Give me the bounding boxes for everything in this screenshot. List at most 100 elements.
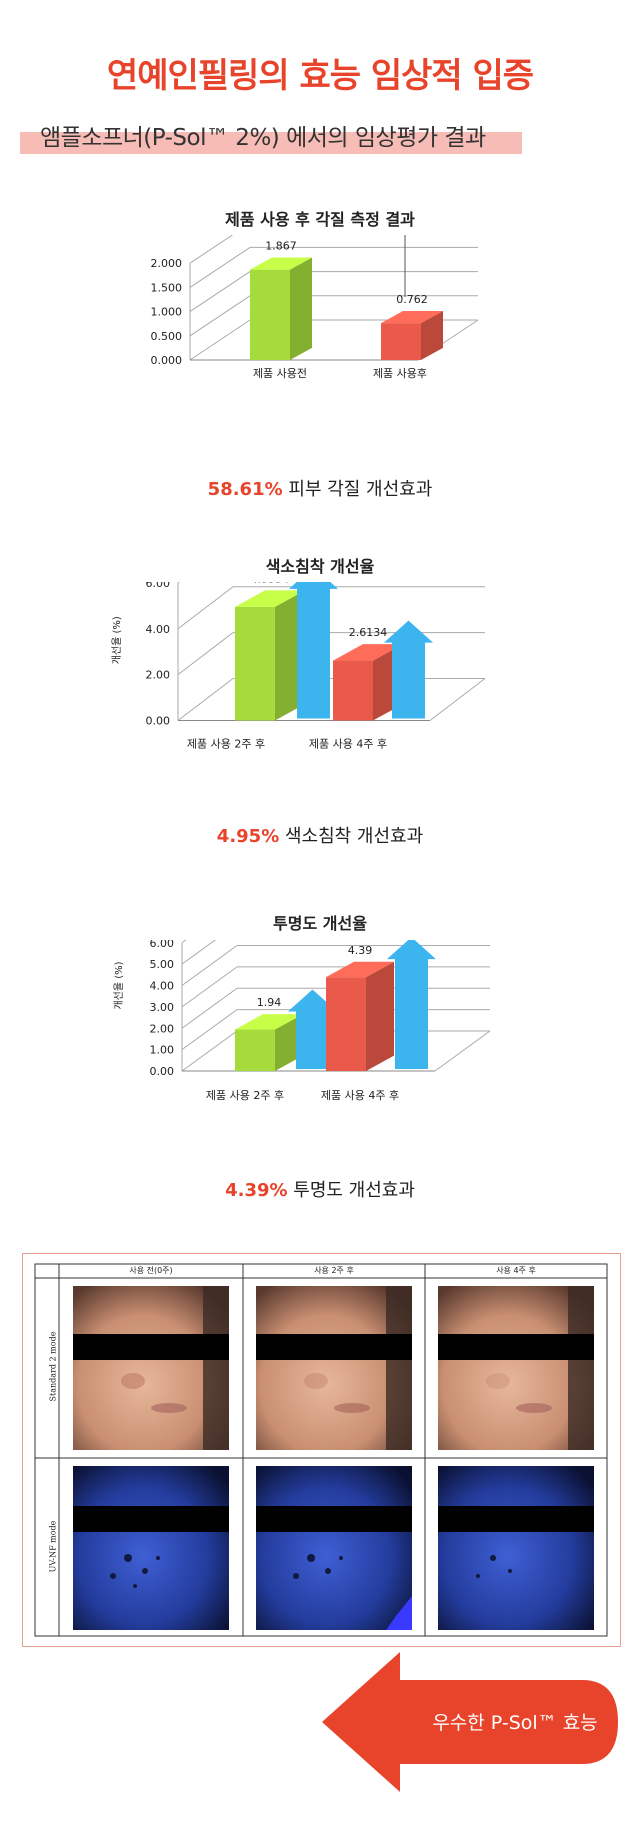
subtitle-highlight bbox=[20, 132, 522, 154]
grid-diag bbox=[177, 582, 181, 584]
grid-diag bbox=[177, 678, 234, 721]
grid-diag bbox=[181, 940, 217, 965]
y-tick-label: 6.00 bbox=[150, 940, 175, 950]
improvement-arrow bbox=[289, 582, 338, 719]
grid-diag bbox=[189, 271, 251, 313]
y-tick-label: 0.00 bbox=[146, 715, 171, 728]
grid-diag bbox=[181, 945, 238, 986]
chart1-effect: 58.61% 피부 각질 개선효과 bbox=[0, 475, 640, 501]
floor-side bbox=[434, 1030, 491, 1072]
grid-diag bbox=[189, 235, 234, 264]
bar-value-label: 1.867 bbox=[265, 240, 297, 253]
bar-2 bbox=[381, 311, 443, 360]
floor-side bbox=[429, 678, 486, 721]
bar-front bbox=[381, 323, 421, 360]
photo-standard-week2 bbox=[256, 1286, 412, 1450]
row-label-standard: Standard 2 mode bbox=[48, 1331, 58, 1402]
grid-diag bbox=[189, 319, 251, 361]
chart1-effect-percent: 58.61% bbox=[207, 479, 283, 500]
left-arrow-icon bbox=[322, 1652, 618, 1792]
chart2-effect-percent: 4.95% bbox=[216, 826, 280, 847]
bar-value-label: 4.39 bbox=[348, 944, 373, 957]
bar-front bbox=[326, 977, 366, 1071]
y-tick-label: 1.000 bbox=[151, 306, 183, 319]
row-label-uv: UV-NF mode bbox=[48, 1520, 58, 1573]
chart2-effect: 4.95% 색소침착 개선효과 bbox=[0, 822, 640, 848]
bar-side bbox=[366, 961, 394, 1071]
y-tick-label: 2.00 bbox=[146, 669, 171, 682]
improvement-arrow bbox=[387, 940, 436, 1069]
comparison-bracket bbox=[404, 235, 406, 297]
category-label: 제품 사용전 bbox=[253, 367, 307, 380]
improvement-arrow bbox=[288, 989, 337, 1069]
y-tick-label: 0.500 bbox=[151, 330, 183, 343]
bar-value-label: 2.6134 bbox=[349, 626, 388, 639]
photo-table-grid bbox=[34, 1263, 608, 1637]
keratin-chart: 0.000 0.500 1.000 1.500 2.000 1.867 제품 사용전 0.76… bbox=[151, 235, 479, 380]
bar-front bbox=[235, 606, 275, 721]
category-label: 제품 사용후 bbox=[373, 367, 427, 380]
subtitle: 앰플소프너(P-Sol™ 2%) 에서의 임상평가 결과 bbox=[40, 125, 486, 151]
y-axis-label: 개선율 (%) bbox=[113, 961, 125, 1009]
chart1-effect-text: 피부 각질 개선효과 bbox=[282, 479, 433, 500]
page-title: 연예인필링의 효능 임상적 입증 bbox=[106, 56, 534, 96]
grid-diag bbox=[177, 586, 234, 630]
y-tick-label: 5.00 bbox=[150, 958, 175, 971]
bar-top bbox=[333, 644, 403, 661]
bar-top bbox=[326, 961, 394, 978]
improvement-arrow bbox=[384, 620, 433, 719]
y-tick-label: 6.00 bbox=[146, 582, 171, 590]
column-header-week0: 사용 전(0주) bbox=[129, 1266, 173, 1275]
category-label: 제품 사용 4주 후 bbox=[309, 738, 387, 751]
grid-diag bbox=[189, 295, 251, 337]
column-header-week2: 사용 2주 후 bbox=[314, 1266, 354, 1275]
effect-arrow-button[interactable]: 우수한 P-Sol™ 효능 bbox=[320, 1650, 620, 1795]
photo-standard-week0 bbox=[73, 1286, 229, 1450]
category-label: 제품 사용 2주 후 bbox=[206, 1089, 284, 1102]
bar-front bbox=[235, 1029, 275, 1071]
chart3-title: 투명도 개선율 bbox=[273, 914, 367, 933]
y-tick-label: 1.00 bbox=[150, 1044, 175, 1057]
grid-diag bbox=[181, 1009, 238, 1051]
chart2-title: 색소침착 개선율 bbox=[265, 557, 375, 576]
y-axis-label: 개선율 (%) bbox=[111, 616, 123, 664]
bar-value-label: 1.94 bbox=[257, 996, 282, 1009]
bar-1 bbox=[250, 257, 312, 360]
bar-1 bbox=[235, 1014, 303, 1071]
bar-value-label: 4.9554 bbox=[251, 582, 290, 585]
transparency-chart: 0.00 1.00 2.00 3.00 4.00 5.00 6.00 개선율 (%) 1.94 제… bbox=[113, 940, 491, 1102]
chart3-effect-percent: 4.39% bbox=[225, 1180, 288, 1201]
grid-diag bbox=[189, 246, 251, 288]
pigmentation-chart: 0.00 2.00 4.00 6.00 개선율 (%) 4.9554 제품 사용 2주 후 2… bbox=[111, 582, 486, 751]
column-header-week4: 사용 4주 후 bbox=[496, 1266, 536, 1275]
grid-diag bbox=[177, 632, 234, 676]
photo-standard-week4 bbox=[438, 1286, 594, 1450]
y-tick-label: 1.500 bbox=[151, 281, 183, 294]
chart1-title: 제품 사용 후 각질 측정 결과 bbox=[225, 210, 415, 229]
bar-top bbox=[235, 590, 305, 607]
y-tick-label: 4.00 bbox=[150, 980, 175, 993]
bar-front bbox=[333, 660, 373, 721]
y-tick-label: 2.00 bbox=[150, 1022, 175, 1035]
bar-2 bbox=[326, 961, 394, 1071]
photo-uv-week2 bbox=[256, 1466, 412, 1630]
y-tick-label: 0.000 bbox=[151, 354, 183, 367]
chart3-effect-text: 투명도 개선효과 bbox=[287, 1180, 415, 1201]
y-tick-label: 3.00 bbox=[150, 1001, 175, 1014]
bar-top bbox=[235, 1014, 303, 1030]
grid-diag bbox=[181, 940, 187, 944]
chart3-effect: 4.39% 투명도 개선효과 bbox=[0, 1176, 640, 1202]
category-label: 제품 사용 2주 후 bbox=[187, 738, 265, 751]
grid-diag bbox=[181, 966, 238, 1008]
y-tick-label: 4.00 bbox=[146, 623, 171, 636]
effect-button-label: 우수한 P-Sol™ 효능 bbox=[432, 1712, 598, 1734]
photo-uv-week4 bbox=[438, 1466, 594, 1630]
bar-1 bbox=[235, 590, 305, 721]
bar-top bbox=[250, 257, 312, 270]
bar-top bbox=[381, 311, 443, 324]
grid-diag bbox=[181, 1030, 238, 1072]
category-label: 제품 사용 4주 후 bbox=[321, 1089, 399, 1102]
y-tick-label: 0.00 bbox=[150, 1065, 175, 1078]
y-tick-label: 2.000 bbox=[151, 257, 183, 270]
grid-diag bbox=[181, 987, 238, 1029]
